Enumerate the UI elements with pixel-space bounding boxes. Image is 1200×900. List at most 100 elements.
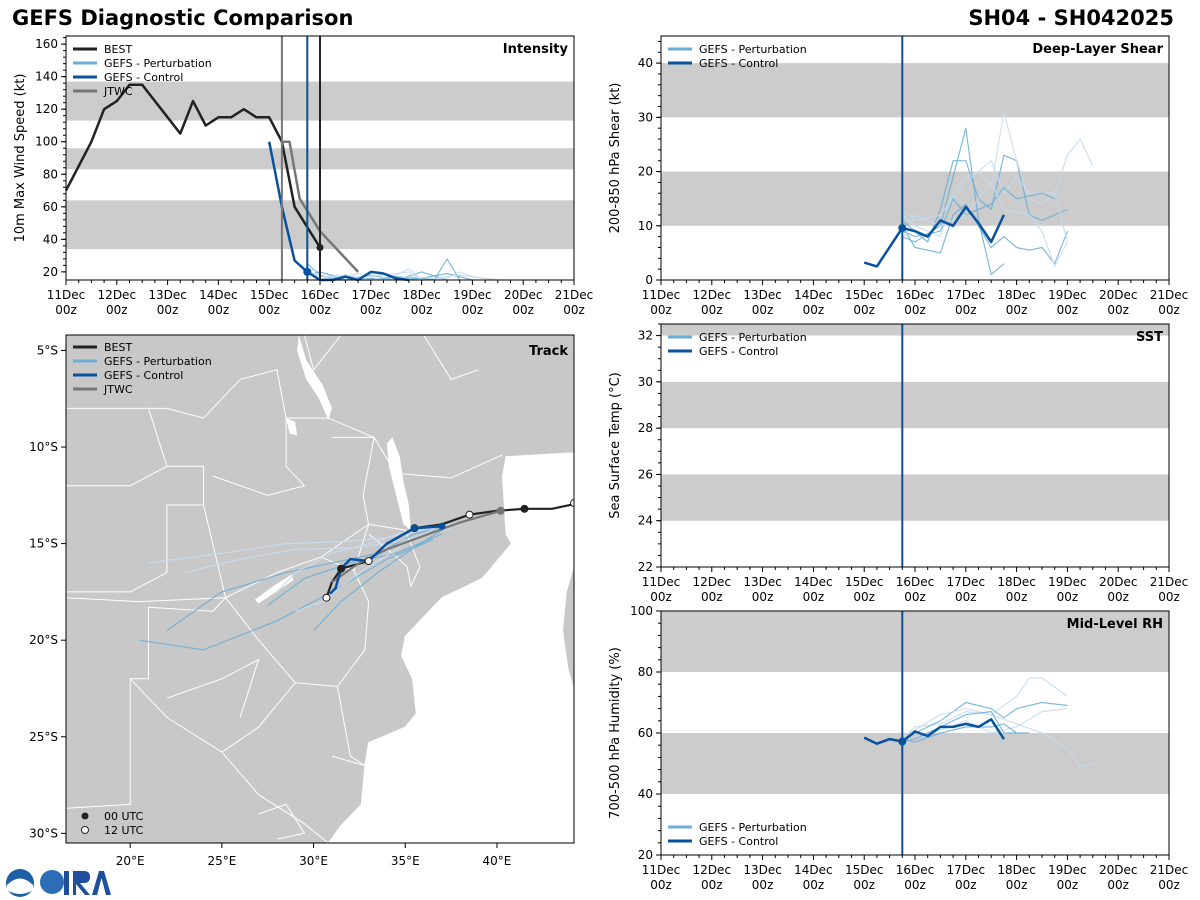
- x-tick-hour: 00z: [803, 590, 825, 604]
- x-tick-day: 18Dec: [997, 863, 1036, 877]
- x-tick-day: 19Dec: [1048, 575, 1087, 589]
- jtwc-marker: [496, 506, 505, 515]
- x-tick-day: 20Dec: [1099, 575, 1138, 589]
- series-line-pert2: [901, 701, 1068, 743]
- rh-panel: 11Dec00z12Dec00z13Dec00z14Dec00z15Dec00z…: [608, 604, 1188, 892]
- country-border: [405, 454, 503, 479]
- x-tick-day: 20Dec: [1099, 863, 1138, 877]
- control-marker: [438, 522, 446, 530]
- best-marker-12utc: [465, 510, 474, 519]
- x-tick-day: 15Dec: [845, 863, 884, 877]
- y-axis-label: Sea Surface Temp (°C): [608, 372, 623, 519]
- y-tick-label: 20: [638, 165, 653, 179]
- x-tick-hour: 00z: [803, 878, 825, 892]
- x-tick-hour: 00z: [904, 878, 926, 892]
- y-tick-label: 10°S: [29, 440, 58, 454]
- x-tick-day: 12Dec: [693, 575, 732, 589]
- x-tick-day: 18Dec: [997, 288, 1036, 302]
- x-tick-hour: 00z: [208, 303, 230, 317]
- cira-globe: [40, 870, 64, 894]
- control-marker: [410, 524, 418, 532]
- country-border: [221, 751, 329, 843]
- x-tick-hour: 00z: [650, 303, 672, 317]
- series-line-pert5: [901, 160, 1068, 243]
- cira-logo: [6, 869, 111, 897]
- x-tick-hour: 00z: [1006, 303, 1028, 317]
- legend-label-control: GEFS - Control: [699, 57, 778, 70]
- x-tick-day: 14Dec: [794, 288, 833, 302]
- x-tick-hour: 00z: [106, 303, 128, 317]
- x-tick-hour: 00z: [1107, 590, 1129, 604]
- country-border: [66, 597, 227, 809]
- best-marker-12utc: [364, 556, 373, 565]
- y-tick-label: 20: [638, 848, 653, 862]
- y-tick-label: 80: [638, 665, 653, 679]
- country-border: [225, 556, 370, 688]
- shear-panel: 11Dec00z12Dec00z13Dec00z14Dec00z15Dec00z…: [608, 35, 1189, 317]
- x-tick-day: 12Dec: [98, 288, 137, 302]
- noaa-emblem-wave: [7, 878, 33, 894]
- legend-label-perturbation: GEFS - Perturbation: [104, 355, 212, 368]
- series-line-best: [64, 83, 322, 249]
- lake-kariba: [254, 574, 294, 604]
- legend-label-control: GEFS - Control: [104, 369, 183, 382]
- series-line-gefs-control: [863, 205, 1006, 268]
- x-tick-day: 11Dec: [642, 575, 681, 589]
- x-tick-day: 18Dec: [402, 288, 441, 302]
- axes-frame: [660, 323, 1170, 568]
- y-tick-label: 26: [638, 467, 653, 481]
- perturbation-track-1: [185, 527, 452, 574]
- y-tick-label: 20°S: [29, 633, 58, 647]
- x-tick-label: 35°E: [391, 854, 420, 868]
- panel-title: Mid-Level RH: [1067, 617, 1163, 632]
- x-tick-hour: 00z: [701, 878, 723, 892]
- control-track: [329, 524, 443, 595]
- sst-panel: 11Dec00z12Dec00z13Dec00z14Dec00z15Dec00z…: [608, 323, 1188, 604]
- x-tick-day: 19Dec: [1048, 863, 1087, 877]
- x-tick-hour: 00z: [853, 878, 875, 892]
- x-tick-hour: 00z: [955, 878, 977, 892]
- x-tick-hour: 00z: [1057, 303, 1079, 317]
- y-tick-label: 140: [35, 70, 58, 84]
- lake-tanganyika: [297, 335, 332, 420]
- country-border: [331, 686, 366, 767]
- series-line-jtwc: [281, 140, 360, 273]
- x-tick-hour: 00z: [1006, 590, 1028, 604]
- x-tick-hour: 00z: [1158, 303, 1180, 317]
- x-tick-hour: 00z: [1057, 590, 1079, 604]
- x-tick-day: 13Dec: [743, 575, 782, 589]
- x-tick-day: 19Dec: [453, 288, 492, 302]
- y-tick-label: 40: [43, 232, 58, 246]
- africa-land: [66, 335, 574, 843]
- page-title: GEFS Diagnostic Comparison: [12, 6, 354, 30]
- x-tick-day: 16Dec: [896, 288, 935, 302]
- y-axis-label: 700-500 hPa Humidity (%): [608, 647, 623, 819]
- x-tick-hour: 00z: [1158, 878, 1180, 892]
- country-border: [258, 803, 306, 840]
- legend-label-perturbation: GEFS - Perturbation: [699, 821, 807, 834]
- madagascar-land: [563, 566, 574, 689]
- cira-letter-r: [73, 871, 90, 895]
- x-tick-day: 21Dec: [1150, 288, 1189, 302]
- best-marker-00utc: [337, 564, 346, 573]
- y-tick-label: 60: [43, 200, 58, 214]
- x-tick-label: 20°E: [116, 854, 145, 868]
- x-tick-day: 12Dec: [693, 288, 732, 302]
- country-border: [423, 335, 479, 381]
- legend-label-jtwc: JTWC: [103, 383, 133, 396]
- x-tick-hour: 00z: [411, 303, 433, 317]
- x-tick-hour: 00z: [701, 590, 723, 604]
- x-tick-hour: 00z: [360, 303, 382, 317]
- x-tick-hour: 00z: [309, 303, 331, 317]
- x-tick-day: 20Dec: [1099, 288, 1138, 302]
- x-tick-hour: 00z: [1107, 878, 1129, 892]
- series-line-pert4: [901, 203, 1068, 265]
- x-tick-label: 30°E: [299, 854, 328, 868]
- y-tick-label: 40: [638, 56, 653, 70]
- country-border: [303, 335, 342, 371]
- intensity-panel: 11Dec00z12Dec00z13Dec00z14Dec00z15Dec00z…: [13, 35, 593, 317]
- x-tick-hour: 00z: [904, 590, 926, 604]
- y-tick-label: 30: [638, 375, 653, 389]
- x-tick-hour: 00z: [258, 303, 280, 317]
